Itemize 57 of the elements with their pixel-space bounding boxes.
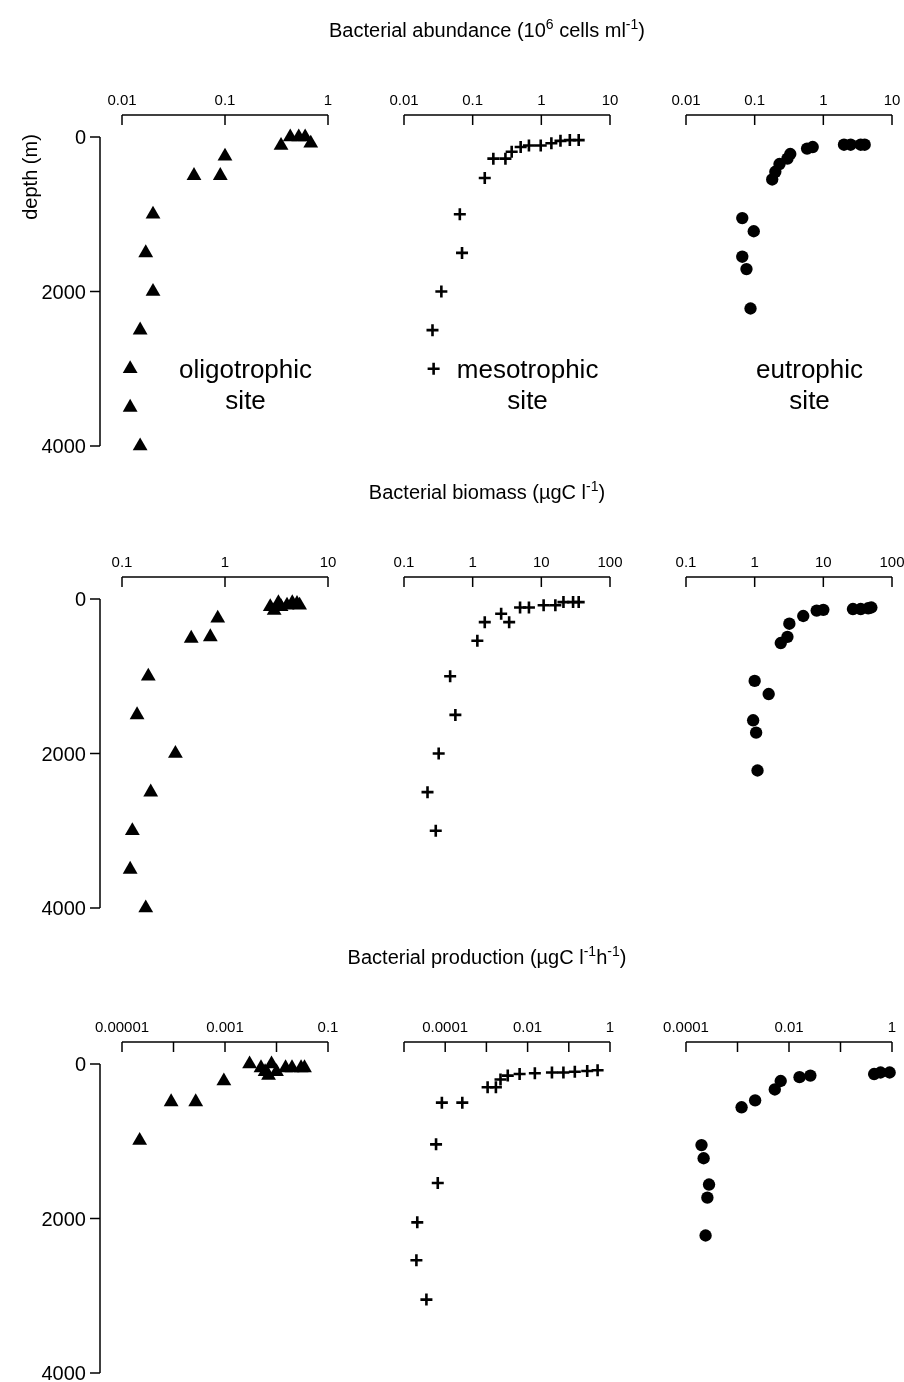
y-tick-label: 0 xyxy=(74,126,86,148)
x-tick-label: 0.1 xyxy=(675,553,697,570)
x-tick-label: 0.1 xyxy=(214,91,236,108)
point xyxy=(486,151,501,166)
point xyxy=(504,144,519,159)
x-tick-label: 1 xyxy=(750,553,759,570)
x-tick-label: 0.001 xyxy=(206,1018,244,1035)
chart-title: Bacterial production (µgC l$^{-1}$h$^{-1}$) xyxy=(347,943,627,968)
x-tick-label: 1 xyxy=(323,91,333,108)
x-tick-label: 1 xyxy=(887,1018,897,1035)
y-tick-label: 2000 xyxy=(41,742,86,765)
x-tick-label: 0.00001 xyxy=(94,1018,150,1035)
point xyxy=(533,138,549,153)
x-tick-label: 0.1 xyxy=(744,91,766,108)
annotation: mesotrophic site xyxy=(456,354,599,416)
x-tick-label: 1 xyxy=(468,553,477,570)
x-tick-label: 10 xyxy=(814,553,832,570)
point xyxy=(513,139,528,155)
x-tick-label: 10 xyxy=(532,553,550,570)
point xyxy=(426,361,441,377)
x-tick-label: 0.01 xyxy=(671,91,701,108)
y-tick-label: 4000 xyxy=(41,897,86,919)
x-tick-label: 0.01 xyxy=(774,1018,804,1035)
x-tick-label: 1 xyxy=(605,1018,615,1035)
y-tick-label: 0 xyxy=(74,588,86,610)
y-tick-label: 2000 xyxy=(41,1207,86,1230)
x-tick-label: 1 xyxy=(220,553,230,570)
chart-title: Bacterial biomass (µgC l$^{-1}$) xyxy=(368,478,606,503)
x-tick-label: 10 xyxy=(883,91,901,108)
y-tick-label: 0 xyxy=(74,1053,86,1075)
y-tick-label: 4000 xyxy=(41,1362,86,1382)
chart-title: Bacterial abundance (10$^{6}$ cells ml$^{-1}$) xyxy=(329,16,645,41)
x-tick-label: 10 xyxy=(319,553,337,570)
x-tick-label: 10 xyxy=(601,91,619,108)
x-tick-label: 100 xyxy=(597,553,623,570)
x-tick-label: 1 xyxy=(537,91,546,108)
point xyxy=(544,135,559,151)
x-tick-label: 0.0001 xyxy=(663,1018,709,1035)
x-tick-label: 0.01 xyxy=(107,91,137,108)
point xyxy=(562,132,578,148)
x-tick-label: 0.1 xyxy=(462,91,484,108)
x-tick-label: 1 xyxy=(819,91,828,108)
x-tick-label: 100 xyxy=(879,553,904,570)
point xyxy=(521,138,537,153)
y-axis-title: depth (m) xyxy=(19,134,41,220)
annotation: oligotrophic site xyxy=(179,354,313,416)
y-tick-label: 4000 xyxy=(41,435,86,457)
point xyxy=(553,133,568,149)
x-tick-label: 0.1 xyxy=(393,553,415,570)
x-tick-label: 0.0001 xyxy=(422,1018,469,1035)
annotation: eutrophic site xyxy=(756,354,864,416)
x-tick-label: 0.01 xyxy=(513,1018,543,1035)
x-tick-label: 0.1 xyxy=(317,1018,339,1035)
point xyxy=(454,245,470,261)
y-tick-label: 2000 xyxy=(41,280,86,303)
x-tick-label: 0.1 xyxy=(111,553,133,570)
x-tick-label: 0.01 xyxy=(389,91,419,108)
